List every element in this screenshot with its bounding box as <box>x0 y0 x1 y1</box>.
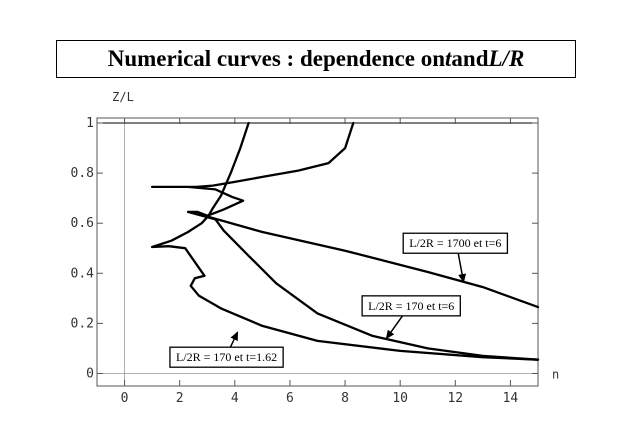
annotation-label: L/2R = 170 et t=1.62 <box>176 350 277 364</box>
plot-frame <box>96 117 539 387</box>
y-tick-label: 0.6 <box>71 216 94 231</box>
series-curve-2 <box>150 121 540 361</box>
annotation-2: L/2R = 170 et t=6 <box>361 295 461 340</box>
y-tick-label: 0.2 <box>71 316 94 331</box>
axes: 0 2 4 6 8 10 12 14 0 0.2 0.4 0.6 0.8 1 n Z/L <box>71 90 560 406</box>
annotation-label: L/2R = 170 et t=6 <box>368 299 454 313</box>
annotation-arrow <box>385 315 404 340</box>
curves <box>150 121 540 361</box>
y-tick-label: 0.4 <box>71 266 95 281</box>
title-mid: and <box>451 46 489 71</box>
annotation-arrow <box>457 253 467 284</box>
annotations: L/2R = 1700 et t=6 L/2R = 170 et t=6 L/2R … <box>169 232 509 368</box>
chart-title: Numerical curves : dependence on t and L… <box>56 40 576 78</box>
annotation-box <box>169 346 284 368</box>
annotation-1: L/2R = 1700 et t=6 <box>402 232 509 284</box>
x-tick-label: 4 <box>231 391 239 406</box>
series-curve-3 <box>207 215 540 309</box>
title-var-t: t <box>445 46 452 71</box>
y-axis-label: Z/L <box>112 90 134 104</box>
title-prefix: Numerical curves : dependence on <box>107 46 446 71</box>
annotation-3: L/2R = 170 et t=1.62 <box>169 331 284 368</box>
y-tick-label: 1 <box>86 116 94 131</box>
x-tick-label: 0 <box>121 391 129 406</box>
series-curve-1 <box>150 121 540 361</box>
x-tick-label: 10 <box>392 391 408 406</box>
y-tick-label: 0.8 <box>71 166 94 181</box>
annotation-box <box>402 232 509 254</box>
x-tick-label: 12 <box>447 391 463 406</box>
x-tick-label: 6 <box>286 391 294 406</box>
y-tick-label: 0 <box>86 366 94 381</box>
x-axis-label: n <box>552 367 559 381</box>
x-tick-label: 8 <box>341 391 349 406</box>
annotation-label: L/2R = 1700 et t=6 <box>409 236 501 250</box>
x-tick-label: 2 <box>176 391 184 406</box>
annotation-arrow <box>229 331 239 348</box>
title-var-lr: L/R <box>488 46 525 71</box>
x-tick-label: 14 <box>503 391 519 406</box>
annotation-box <box>361 295 461 317</box>
